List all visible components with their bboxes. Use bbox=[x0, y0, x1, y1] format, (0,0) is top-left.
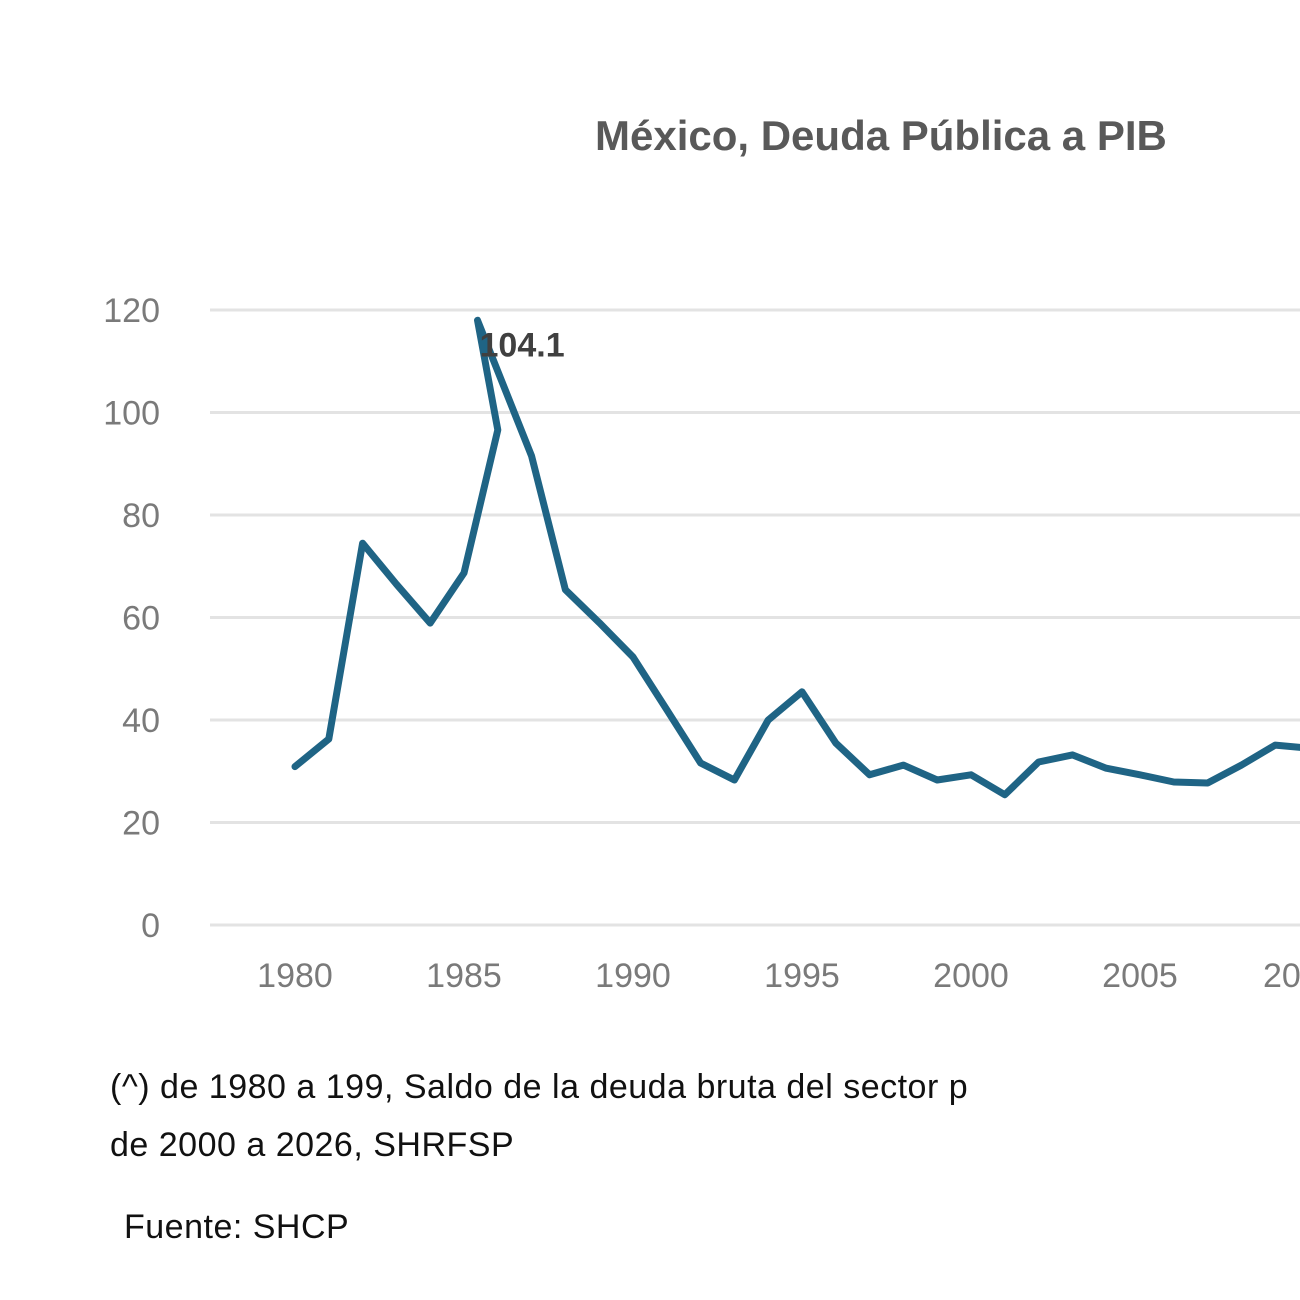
series-line bbox=[291, 316, 1300, 799]
source-note: Fuente: SHCP bbox=[124, 1208, 350, 1246]
y-tick-label: 120 bbox=[103, 292, 160, 330]
footnote-line-1: (^) de 1980 a 199, Saldo de la deuda bru… bbox=[110, 1068, 969, 1106]
y-tick-label: 80 bbox=[122, 497, 160, 535]
x-tick-label: 20 bbox=[1263, 957, 1300, 995]
x-tick-label: 2000 bbox=[933, 957, 1009, 995]
y-tick-label: 0 bbox=[141, 907, 160, 945]
data-label: 104.1 bbox=[480, 326, 565, 364]
footnote-line-2: de 2000 a 2026, SHRFSP bbox=[110, 1126, 515, 1164]
y-tick-label: 60 bbox=[122, 600, 160, 638]
y-tick-label: 20 bbox=[122, 805, 160, 843]
x-tick-label: 1980 bbox=[257, 957, 333, 995]
y-tick-label: 100 bbox=[103, 395, 160, 433]
chart-title: México, Deuda Pública a PIB bbox=[595, 112, 1167, 159]
x-tick-label: 2005 bbox=[1102, 957, 1178, 995]
x-tick-label: 1995 bbox=[764, 957, 840, 995]
x-tick-label: 1985 bbox=[426, 957, 502, 995]
y-tick-label: 40 bbox=[122, 702, 160, 740]
x-tick-label: 1990 bbox=[595, 957, 671, 995]
